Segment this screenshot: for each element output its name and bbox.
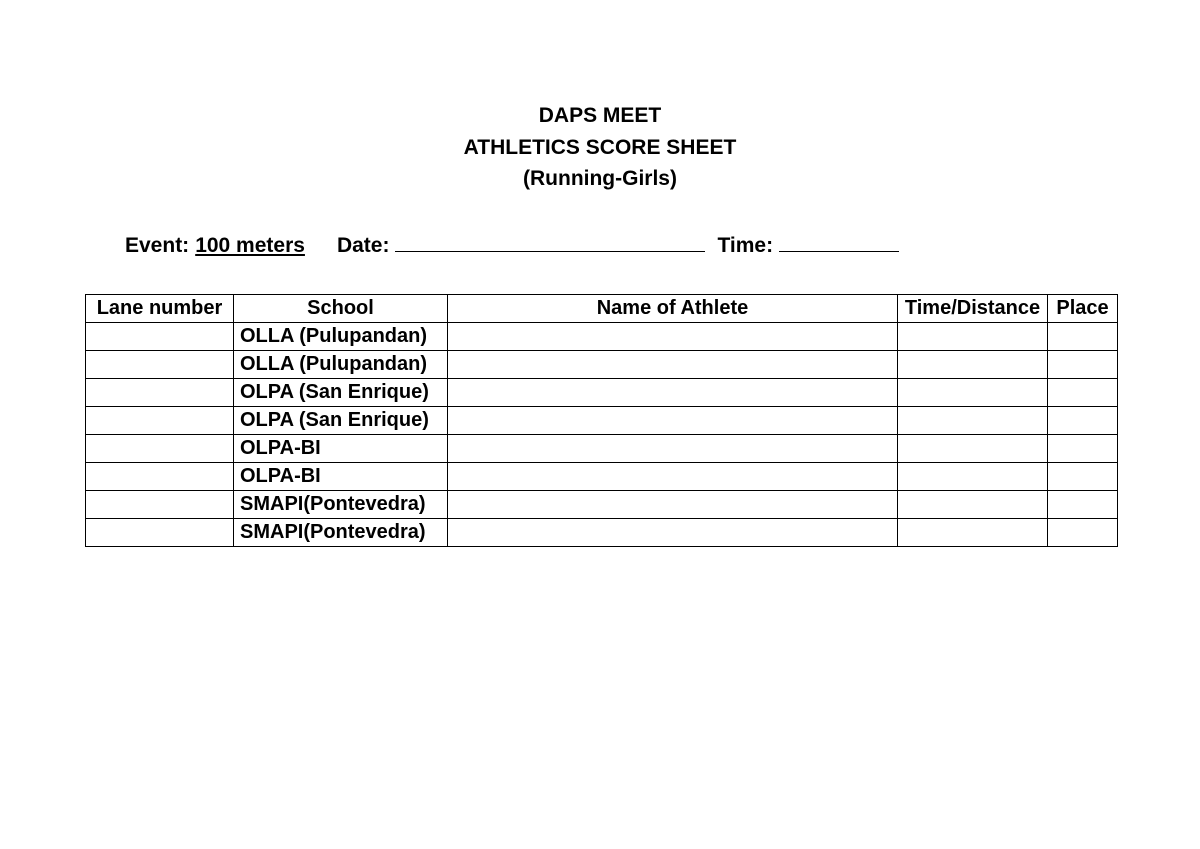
event-label: Event: xyxy=(125,234,189,258)
time-blank-line xyxy=(779,231,899,252)
cell-lane xyxy=(86,406,234,434)
cell-place xyxy=(1048,518,1118,546)
cell-place xyxy=(1048,406,1118,434)
cell-time-distance xyxy=(898,434,1048,462)
cell-athlete xyxy=(448,350,898,378)
cell-time-distance xyxy=(898,462,1048,490)
cell-school: OLLA (Pulupandan) xyxy=(234,322,448,350)
table-row: OLLA (Pulupandan) xyxy=(86,322,1118,350)
cell-time-distance xyxy=(898,350,1048,378)
cell-time-distance xyxy=(898,490,1048,518)
info-row: Event: 100 meters Date: Time: xyxy=(125,231,1115,258)
header-line-1: DAPS MEET xyxy=(85,100,1115,132)
date-label: Date: xyxy=(337,234,390,258)
table-body: OLLA (Pulupandan) OLLA (Pulupandan) OLPA… xyxy=(86,322,1118,546)
cell-school: SMAPI(Pontevedra) xyxy=(234,518,448,546)
cell-place xyxy=(1048,350,1118,378)
cell-school: OLPA (San Enrique) xyxy=(234,378,448,406)
cell-school: OLPA (San Enrique) xyxy=(234,406,448,434)
cell-time-distance xyxy=(898,406,1048,434)
col-header-school: School xyxy=(234,294,448,322)
score-table: Lane number School Name of Athlete Time/… xyxy=(85,294,1118,547)
col-header-time-distance: Time/Distance xyxy=(898,294,1048,322)
table-row: SMAPI(Pontevedra) xyxy=(86,490,1118,518)
header-line-2: ATHLETICS SCORE SHEET xyxy=(85,132,1115,164)
cell-athlete xyxy=(448,518,898,546)
date-blank-line xyxy=(395,231,705,252)
cell-place xyxy=(1048,322,1118,350)
col-header-athlete: Name of Athlete xyxy=(448,294,898,322)
cell-athlete xyxy=(448,378,898,406)
time-label: Time: xyxy=(717,234,773,258)
cell-athlete xyxy=(448,322,898,350)
cell-school: OLPA-BI xyxy=(234,434,448,462)
page-header: DAPS MEET ATHLETICS SCORE SHEET (Running… xyxy=(85,100,1115,195)
col-header-lane: Lane number xyxy=(86,294,234,322)
cell-time-distance xyxy=(898,378,1048,406)
cell-athlete xyxy=(448,462,898,490)
table-row: OLLA (Pulupandan) xyxy=(86,350,1118,378)
header-line-3: (Running-Girls) xyxy=(85,163,1115,195)
cell-school: SMAPI(Pontevedra) xyxy=(234,490,448,518)
cell-place xyxy=(1048,490,1118,518)
cell-athlete xyxy=(448,490,898,518)
cell-school: OLPA-BI xyxy=(234,462,448,490)
cell-school: OLLA (Pulupandan) xyxy=(234,350,448,378)
cell-athlete xyxy=(448,406,898,434)
event-value: 100 meters xyxy=(195,234,305,258)
cell-lane xyxy=(86,518,234,546)
cell-place xyxy=(1048,378,1118,406)
cell-time-distance xyxy=(898,518,1048,546)
cell-lane xyxy=(86,322,234,350)
table-header-row: Lane number School Name of Athlete Time/… xyxy=(86,294,1118,322)
cell-lane xyxy=(86,434,234,462)
table-row: SMAPI(Pontevedra) xyxy=(86,518,1118,546)
table-row: OLPA (San Enrique) xyxy=(86,406,1118,434)
cell-place xyxy=(1048,434,1118,462)
col-header-place: Place xyxy=(1048,294,1118,322)
cell-time-distance xyxy=(898,322,1048,350)
cell-lane xyxy=(86,490,234,518)
table-row: OLPA-BI xyxy=(86,462,1118,490)
cell-lane xyxy=(86,350,234,378)
cell-place xyxy=(1048,462,1118,490)
table-row: OLPA-BI xyxy=(86,434,1118,462)
table-row: OLPA (San Enrique) xyxy=(86,378,1118,406)
cell-lane xyxy=(86,462,234,490)
cell-lane xyxy=(86,378,234,406)
cell-athlete xyxy=(448,434,898,462)
